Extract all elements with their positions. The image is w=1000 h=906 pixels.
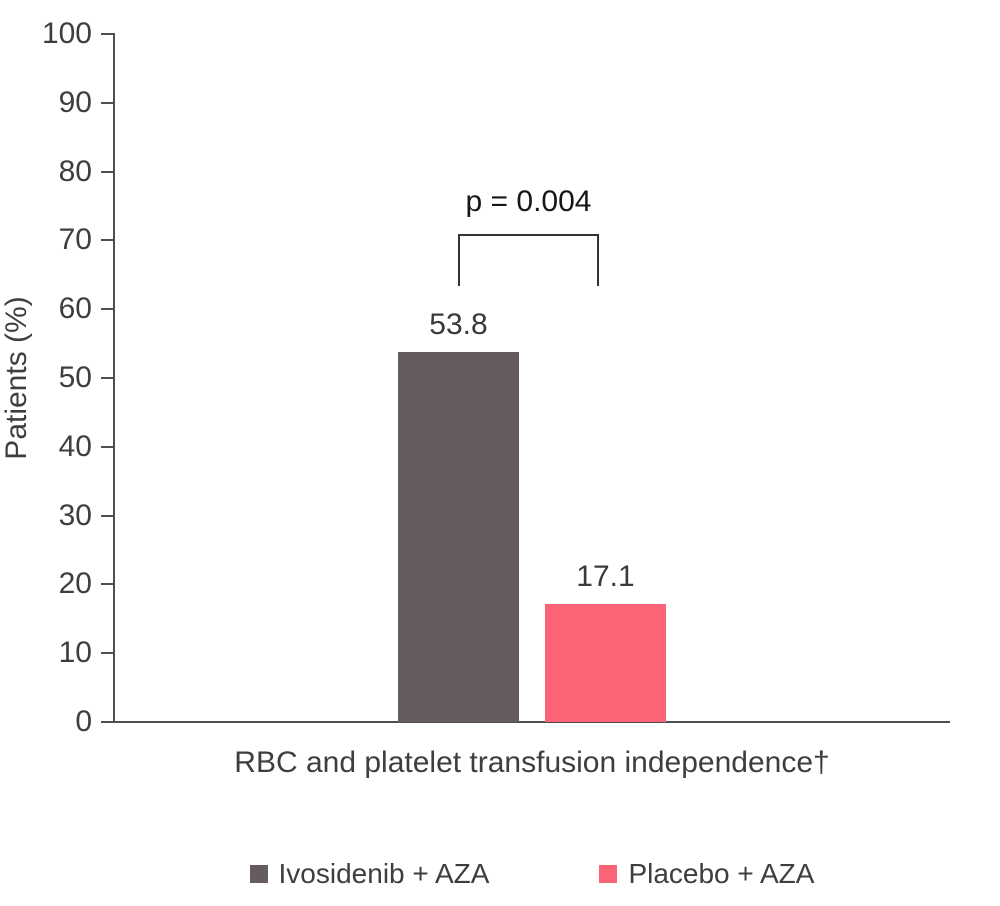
y-tick-mark [101, 377, 113, 379]
legend-label: Ivosidenib + AZA [278, 858, 490, 889]
legend-item-ivosidenib: Ivosidenib + AZA [249, 858, 490, 890]
y-tick-mark [101, 101, 113, 104]
y-tick-label: 70 [58, 223, 92, 257]
y-tick-label: 50 [58, 361, 92, 394]
y-tick-mark [101, 239, 113, 242]
x-axis-category-label: RBC and platelet transfusion independenc… [234, 746, 830, 779]
y-tick-mark [101, 652, 113, 655]
y-tick-label: 30 [58, 498, 92, 532]
p-value-label: p = 0.004 [465, 185, 592, 218]
y-tick-mark [101, 33, 113, 35]
y-tick-label: 80 [58, 154, 92, 188]
bar-placebo [545, 604, 666, 722]
y-tick-label: 90 [58, 85, 92, 119]
legend-item-placebo: Placebo + AZA [599, 858, 814, 890]
y-tick-mark [101, 583, 113, 586]
significance-bracket [458, 234, 599, 286]
y-tick-label: 60 [58, 292, 92, 326]
y-axis-line [113, 33, 115, 723]
y-tick-label: 40 [58, 429, 92, 463]
y-tick-mark [101, 308, 113, 311]
legend-swatch-pink-icon [599, 865, 618, 883]
bar-group-ivosidenib: 53.8 [398, 309, 519, 722]
y-tick-mark [101, 514, 113, 517]
x-axis-line [103, 721, 950, 723]
y-tick-label: 100 [41, 17, 92, 50]
bar-value-label: 53.8 [429, 308, 488, 341]
y-tick-mark [101, 445, 113, 448]
y-tick-label: 0 [75, 705, 92, 738]
bar-value-label: 17.1 [576, 560, 635, 593]
y-tick-label: 20 [58, 567, 92, 601]
y-tick-mark [101, 170, 113, 173]
legend-label: Placebo + AZA [628, 858, 815, 889]
legend-swatch-gray-icon [249, 865, 268, 883]
legend: Ivosidenib + AZA Placebo + AZA [113, 858, 951, 890]
bar-group-placebo: 17.1 [545, 561, 666, 722]
y-tick-label: 10 [58, 636, 92, 670]
bar-ivosidenib [398, 352, 519, 722]
